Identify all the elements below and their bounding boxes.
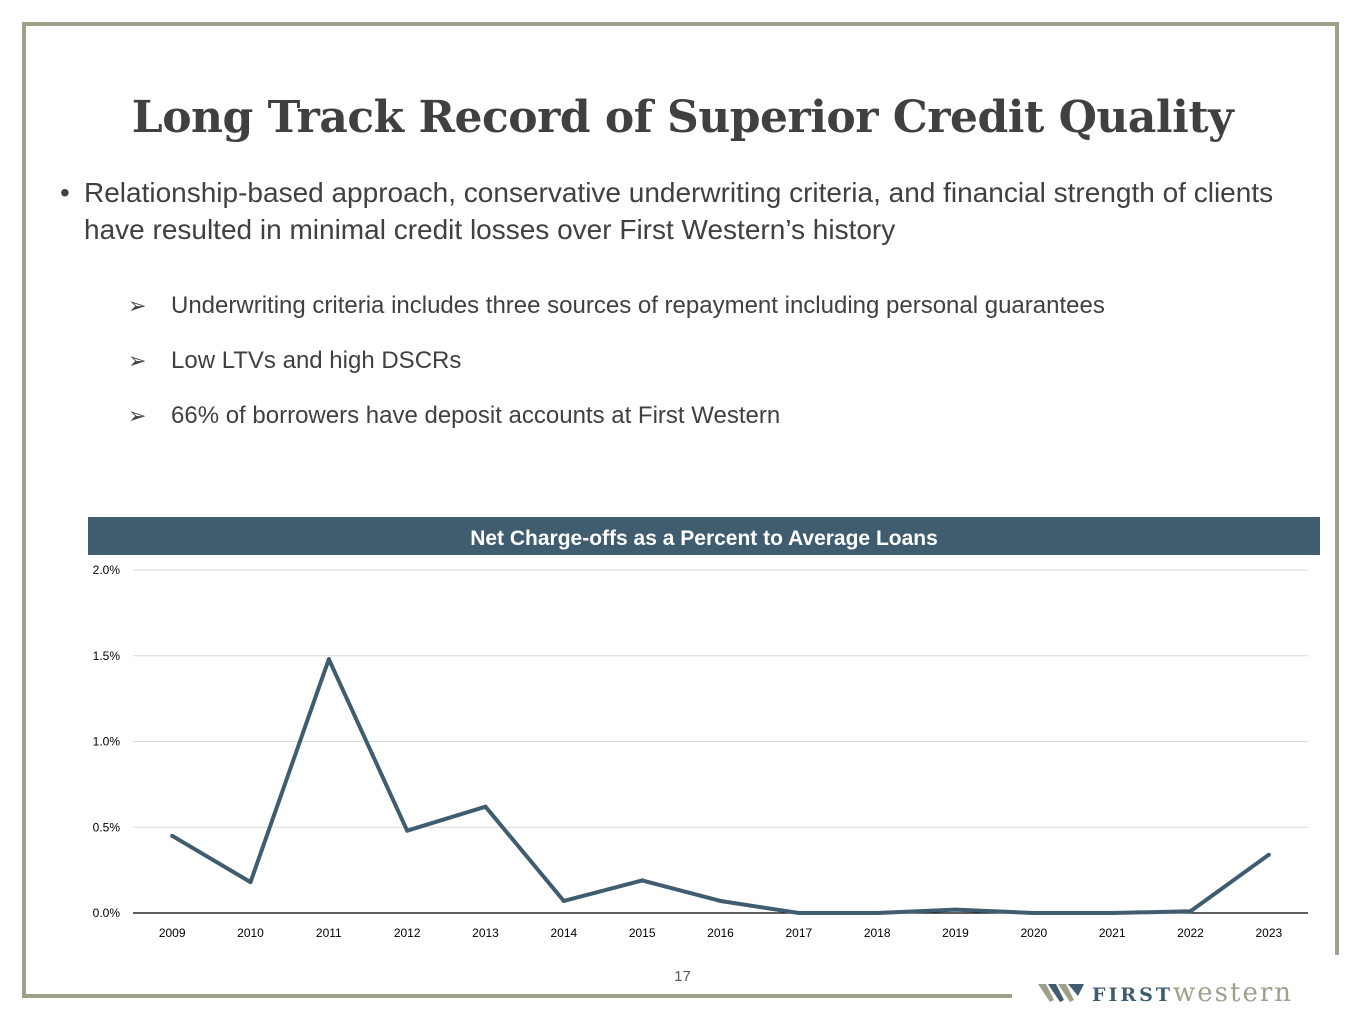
arrow-bullet-icon: ➢ bbox=[128, 348, 147, 373]
main-bullet-text: Relationship-based approach, conservativ… bbox=[84, 177, 1274, 245]
frame-gap-right bbox=[1330, 955, 1350, 1015]
x-tick-label: 2014 bbox=[550, 926, 577, 940]
logo-western: western bbox=[1173, 978, 1294, 1008]
x-tick-label: 2010 bbox=[237, 926, 264, 940]
x-tick-label: 2020 bbox=[1020, 926, 1047, 940]
data-point bbox=[1188, 909, 1193, 914]
data-point bbox=[875, 911, 880, 915]
data-point bbox=[718, 898, 723, 903]
x-tick-label: 2009 bbox=[159, 926, 186, 940]
page-number: 17 bbox=[674, 968, 691, 985]
data-point bbox=[561, 898, 566, 903]
x-tick-label: 2013 bbox=[472, 926, 499, 940]
sub-bullet-text: Low LTVs and high DSCRs bbox=[171, 347, 462, 374]
x-tick-label: 2016 bbox=[707, 926, 734, 940]
arrow-bullet-icon: ➢ bbox=[128, 403, 147, 428]
net-charge-offs-chart: 0.0% 0.5% 1.0% 1.5% 2.0% 2009 2010 2011 2012 2013… bbox=[93, 563, 1308, 940]
bullet-dot-icon: • bbox=[60, 177, 70, 208]
data-point bbox=[483, 804, 488, 809]
data-point bbox=[1266, 852, 1271, 857]
w-chevron-logo-icon bbox=[1038, 984, 1084, 1002]
logo-first: FIRST bbox=[1092, 984, 1174, 1006]
x-tick-label: 2023 bbox=[1255, 926, 1282, 940]
y-tick-label: 0.5% bbox=[93, 820, 121, 834]
data-point bbox=[796, 911, 801, 915]
data-point bbox=[953, 907, 958, 912]
x-tick-label: 2019 bbox=[942, 926, 969, 940]
data-point bbox=[405, 828, 410, 833]
data-point bbox=[248, 880, 253, 885]
data-point bbox=[1110, 911, 1115, 915]
data-point bbox=[1031, 911, 1036, 915]
sub-bullet-text: 66% of borrowers have deposit accounts a… bbox=[171, 402, 781, 429]
y-tick-label: 1.5% bbox=[93, 649, 121, 663]
series-line bbox=[171, 657, 1271, 915]
y-tick-label: 0.0% bbox=[93, 906, 121, 920]
x-tick-label: 2012 bbox=[394, 926, 421, 940]
chart-title-banner: Net Charge-offs as a Percent to Average … bbox=[88, 517, 1320, 555]
x-tick-label: 2017 bbox=[785, 926, 812, 940]
x-tick-label: 2021 bbox=[1099, 926, 1126, 940]
data-point bbox=[326, 657, 331, 662]
slide-frame bbox=[22, 22, 1339, 998]
x-tick-label: 2015 bbox=[629, 926, 656, 940]
data-point bbox=[170, 833, 175, 838]
slide-title: Long Track Record of Superior Credit Qua… bbox=[131, 92, 1234, 143]
y-tick-label: 1.0% bbox=[93, 735, 121, 749]
x-tick-label: 2022 bbox=[1177, 926, 1204, 940]
arrow-bullet-icon: ➢ bbox=[128, 293, 147, 318]
data-point bbox=[640, 878, 645, 883]
x-tick-label: 2011 bbox=[316, 926, 342, 940]
sub-bullet-text: Underwriting criteria includes three sou… bbox=[171, 292, 1105, 319]
logo-wordmark: FIRSTwestern bbox=[1092, 978, 1293, 1008]
x-tick-label: 2018 bbox=[864, 926, 891, 940]
first-western-logo: FIRSTwestern bbox=[1038, 978, 1293, 1008]
y-tick-label: 2.0% bbox=[93, 563, 121, 577]
